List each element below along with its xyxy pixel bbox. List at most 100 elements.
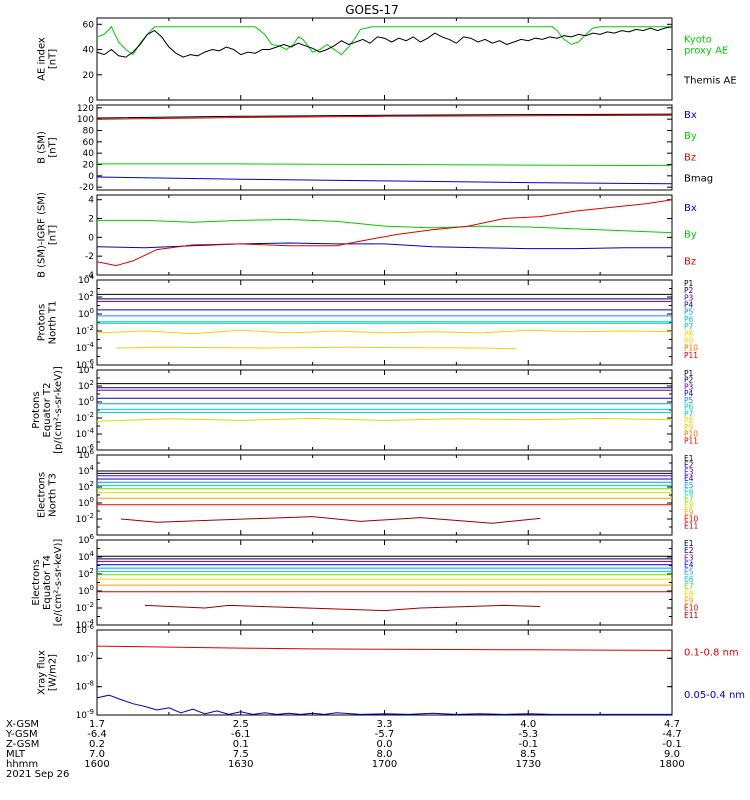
y-tick-label: 102 — [78, 480, 94, 493]
ephem-value: -6.4 — [87, 729, 107, 740]
panel-5: 10-6 10-4 10-2 100 102 104 ProtonsEquator T2[p… — [31, 363, 698, 456]
panel-frame — [96, 279, 673, 366]
ephem-label-hhmm: hhmm — [6, 759, 38, 770]
series-p8 — [96, 329, 673, 335]
ephem-date: 2021 Sep 26 — [6, 769, 69, 780]
y-axis-label: ElectronsNorth T3 — [37, 472, 59, 518]
legend-e10: E10 — [684, 604, 699, 613]
series-e11 — [120, 516, 541, 524]
ephem-label-z-gsm: Z-GSM — [6, 739, 39, 750]
y-tick-label: 40 — [83, 46, 95, 56]
legend-e7: E7 — [684, 582, 694, 591]
series-bz — [96, 199, 673, 267]
y-tick-label: 10-6 — [76, 443, 95, 456]
ephem-value: 1.7 — [89, 719, 105, 730]
legend-0.05-0.4-nm: 0.05-0.4 nm — [684, 690, 745, 701]
legend-p1: P1 — [684, 279, 694, 288]
ephem-value: 1600 — [84, 759, 109, 770]
legend-by: By — [684, 230, 697, 241]
legend-p7: P7 — [684, 322, 694, 331]
y-tick-label: 10-6 — [76, 623, 95, 636]
ephem-value: 1630 — [228, 759, 253, 770]
panel-8: 10-9 10-8 10-7 10-6 Xray flux[W/m2] 0.1-0.8 n… — [37, 623, 746, 721]
legend-e8: E8 — [684, 501, 694, 510]
y-tick-label: 10-8 — [76, 680, 94, 693]
legend-e5: E5 — [684, 481, 694, 490]
y-tick-label: 102 — [78, 567, 94, 580]
y-tick-label: 100 — [78, 307, 94, 320]
panel-4: 10-6 10-4 10-2 100 102 104 ProtonsNorth T1 P1P2… — [37, 273, 699, 371]
y-tick-label: 40 — [83, 149, 95, 159]
y-tick-label: 10-4 — [76, 427, 95, 440]
series-p9 — [116, 346, 517, 350]
y-tick-label: 102 — [78, 379, 94, 392]
legend-e11: E11 — [684, 521, 699, 530]
y-tick-label: 10-9 — [76, 708, 94, 721]
y-tick-label: 0 — [88, 172, 94, 182]
legend-p4: P4 — [684, 301, 694, 310]
y-tick-label: 4 — [88, 196, 94, 206]
ephem-value: -5.3 — [518, 729, 538, 740]
legend-p5: P5 — [684, 396, 694, 405]
legend-e9: E9 — [684, 508, 694, 517]
legend-p11: P11 — [684, 436, 698, 445]
y-tick-label: 0 — [88, 96, 94, 106]
series-by — [97, 218, 673, 234]
ephem-value: -6.1 — [231, 729, 251, 740]
legend-p1: P1 — [684, 369, 694, 378]
y-tick-label: 104 — [78, 273, 94, 286]
ephem-value: 4.7 — [664, 719, 680, 730]
ephem-value: 9.0 — [664, 749, 680, 760]
panel-frame — [96, 369, 673, 451]
legend-p3: P3 — [684, 382, 694, 391]
y-tick-label: -4 — [85, 271, 94, 281]
legend-e3: E3 — [684, 467, 694, 476]
ephem-value: 4.0 — [520, 719, 536, 730]
legend-p2: P2 — [684, 376, 694, 385]
panel-frame — [96, 194, 673, 276]
legend-e10: E10 — [684, 515, 699, 524]
ephem-value: 7.5 — [233, 749, 249, 760]
legend-p6: P6 — [684, 403, 694, 412]
legend-bz: Bz — [684, 152, 696, 163]
y-axis-label: ElectronsEquator T4[e/(cm²-s-sr-keV)] — [31, 539, 64, 627]
panel-7: 10-4 10-2 100 102 104 106 ElectronsEquator T4[… — [31, 533, 699, 631]
legend-kyoto-proxy-ae: Kyoto proxy AE — [684, 35, 728, 57]
y-axis-label: Xray flux[W/m2] — [37, 650, 59, 695]
legend-p8: P8 — [684, 416, 694, 425]
legend-p3: P3 — [684, 293, 694, 302]
y-tick-label: 10-2 — [76, 324, 94, 337]
y-axis-label: B (SM)-IGRF (SM)[nT] — [37, 192, 59, 278]
y-tick-label: 10-7 — [76, 651, 94, 664]
ephem-label-mlt: MLT — [6, 749, 26, 760]
ephem-value: 7.0 — [89, 749, 105, 760]
ephem-value: 8.5 — [520, 749, 536, 760]
y-tick-label: 10-2 — [76, 512, 94, 525]
y-axis-label: ProtonsNorth T1 — [37, 301, 59, 345]
ephem-value: 8.0 — [377, 749, 393, 760]
panel-1: 0 20 40 60 AE index[nT] Kyoto proxy AE Themis A… — [37, 17, 737, 106]
panel-frame — [96, 629, 673, 716]
legend-p10: P10 — [684, 430, 698, 439]
legend-p9: P9 — [684, 423, 694, 432]
ephem-value: 0.1 — [233, 739, 249, 750]
ephem-value: 1800 — [659, 759, 684, 770]
legend-e8: E8 — [684, 589, 694, 598]
y-tick-label: 104 — [78, 550, 94, 563]
series-by — [97, 163, 673, 167]
series-themis-ae — [96, 26, 673, 58]
y-tick-label: 100 — [78, 496, 94, 509]
series-e11 — [144, 604, 541, 612]
legend-p6: P6 — [684, 315, 694, 324]
y-tick-label: 0 — [88, 233, 94, 243]
y-tick-label: 2 — [88, 215, 94, 225]
ephem-value: -0.1 — [662, 739, 682, 750]
series-kyoto-proxy-ae — [96, 25, 672, 56]
legend-e9: E9 — [684, 596, 694, 605]
y-tick-label: 20 — [83, 161, 95, 171]
legend-e6: E6 — [684, 488, 694, 497]
y-tick-label: 120 — [77, 104, 94, 114]
legend-p11: P11 — [684, 351, 698, 360]
